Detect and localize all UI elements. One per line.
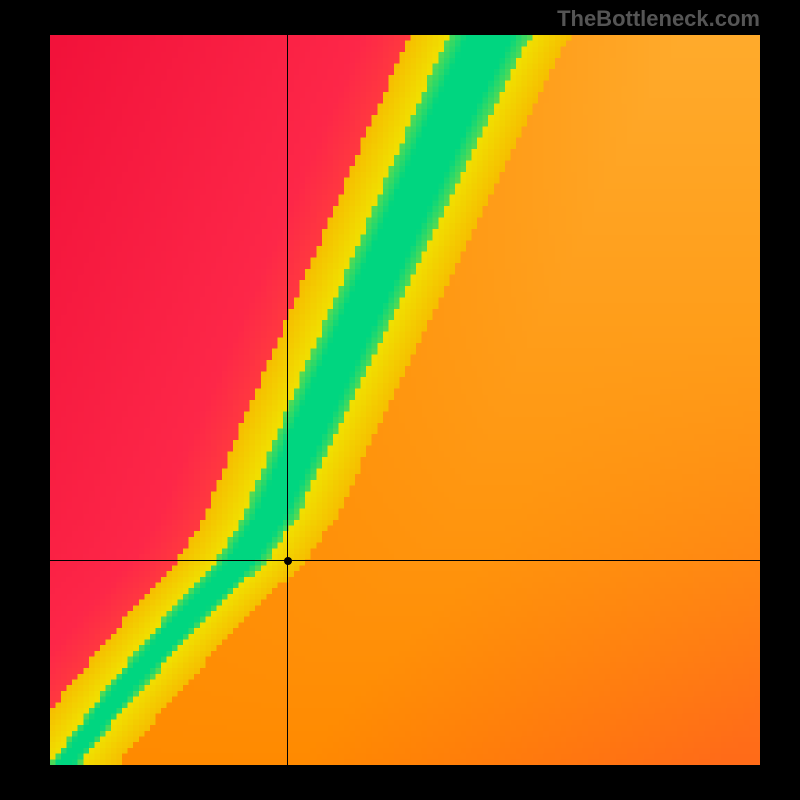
heatmap-canvas (50, 35, 760, 765)
crosshair-vertical (287, 35, 288, 765)
chart-container: TheBottleneck.com (0, 0, 800, 800)
evaluated-point-marker (284, 557, 292, 565)
watermark-text: TheBottleneck.com (557, 6, 760, 32)
crosshair-horizontal (50, 560, 760, 561)
heatmap-plot-area (50, 35, 760, 765)
